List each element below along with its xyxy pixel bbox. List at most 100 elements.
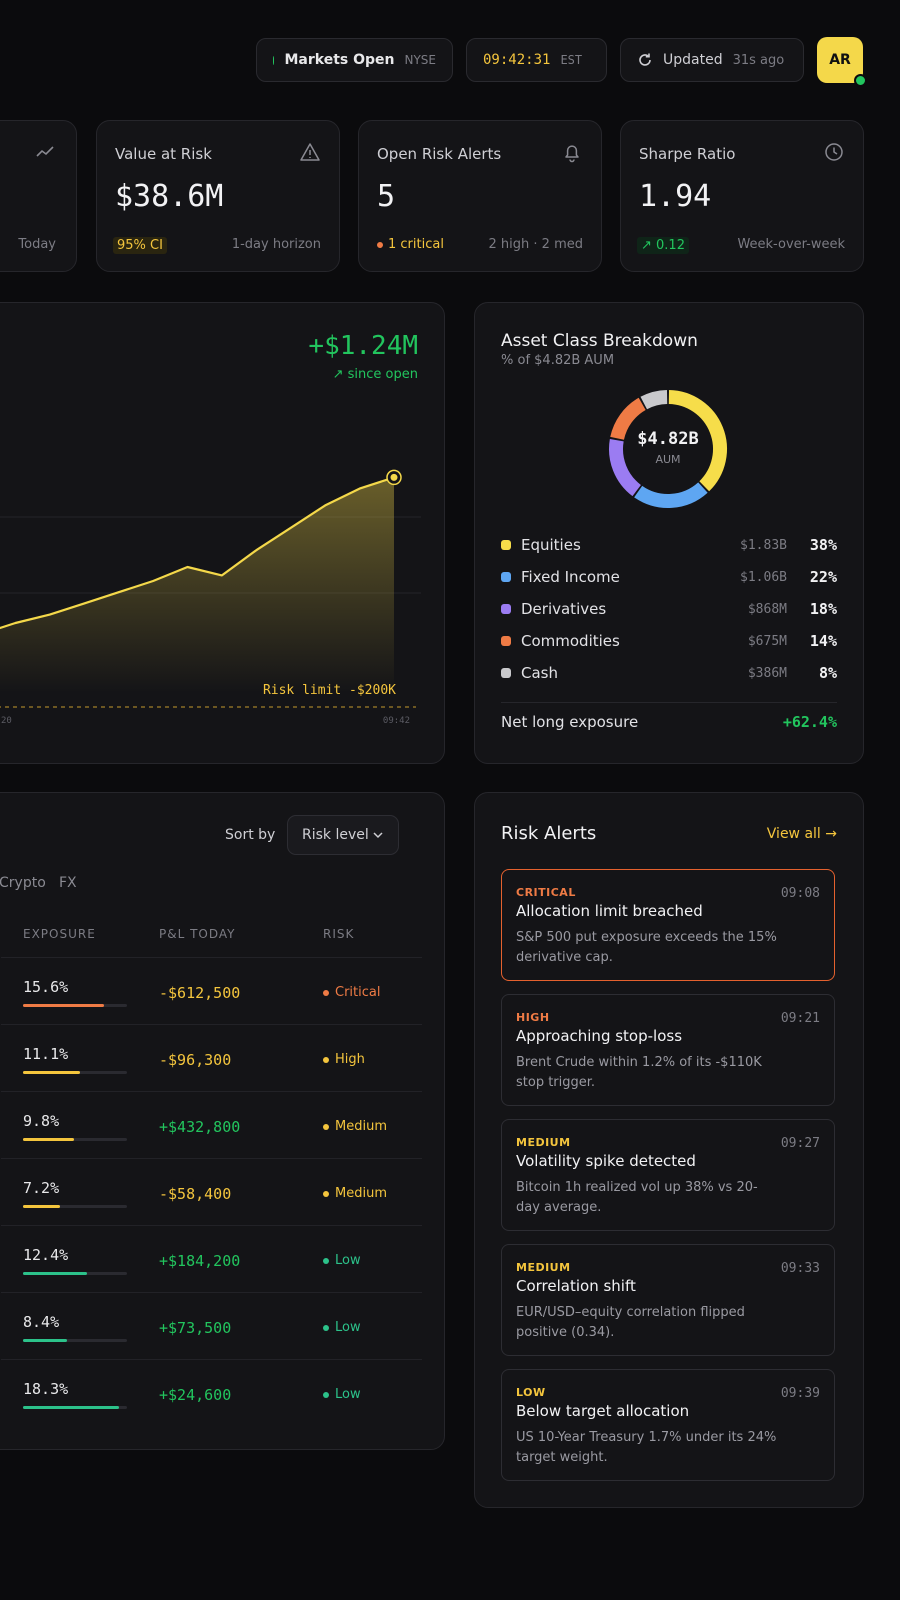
clock-pill: 09:42:31 EST <box>466 38 607 82</box>
legend-item: Cash $386M 8% <box>501 661 837 685</box>
kpi-card-partial: Today <box>0 120 77 272</box>
legend-item: Commodities $675M 14% <box>501 629 837 653</box>
refresh-button[interactable]: Updated 31s ago <box>620 38 804 82</box>
table-row[interactable]: 15.6% -$612,500 Critical <box>1 957 422 1024</box>
pnl-value: +$432,800 <box>159 1118 241 1136</box>
risk-badge: Low <box>323 1253 361 1268</box>
risk-dot <box>323 1391 329 1398</box>
exposure-bar <box>23 1138 127 1141</box>
kpi-card-sharpe-ratio: Sharpe Ratio 1.94 ↗ 0.12 Week-over-week <box>620 120 864 272</box>
legend-swatch <box>501 636 511 646</box>
exposure-bar-fill <box>23 1071 81 1074</box>
exposure-bar <box>23 1406 127 1409</box>
alert-title: Volatility spike detected <box>516 1152 696 1170</box>
alert-card[interactable]: CRITICAL 09:08 Allocation limit breached S&… <box>501 869 835 981</box>
asset-breakdown-subtitle: % of $4.82B AUM <box>501 353 615 368</box>
online-indicator <box>854 74 867 87</box>
kpi-value: 5 <box>377 179 396 214</box>
avatar[interactable]: AR <box>817 37 867 87</box>
risk-badge: High <box>323 1052 365 1067</box>
table-row[interactable]: 11.1% -$96,300 High <box>1 1024 422 1091</box>
kpi-confidence: 95% CI <box>113 237 167 254</box>
legend-amount: $386M <box>747 665 787 681</box>
pnl-area-chart <box>0 469 421 708</box>
exposure-bar-fill <box>23 1205 61 1208</box>
alert-severity: MEDIUM <box>516 1136 571 1149</box>
sort-select-value: Risk level <box>302 827 369 843</box>
risk-dot <box>323 1190 329 1197</box>
alert-card[interactable]: MEDIUM 09:33 Correlation shift EUR/USD–equi… <box>501 1244 835 1356</box>
critical-dot <box>377 241 383 248</box>
view-all-link[interactable]: View all → <box>766 826 837 842</box>
net-exposure-label: Net long exposure <box>501 713 639 731</box>
pnl-since-open: ↗ since open <box>332 367 418 382</box>
x-axis-start-label: 20 <box>1 716 12 726</box>
pnl-line <box>0 476 395 630</box>
table-row[interactable]: 7.2% -$58,400 Medium <box>1 1158 422 1225</box>
column-header-exposure[interactable]: EXPOSURE <box>23 927 96 941</box>
legend-swatch <box>501 604 511 614</box>
asset-donut-chart <box>609 390 727 508</box>
risk-badge: Critical <box>323 985 380 1000</box>
risk-label: Medium <box>335 1186 387 1201</box>
alert-card[interactable]: HIGH 09:21 Approaching stop-loss Brent Crud… <box>501 994 835 1106</box>
kpi-title: Open Risk Alerts <box>377 145 502 163</box>
net-exposure-row: Net long exposure +62.4% <box>501 713 837 731</box>
filter-tab-crypto[interactable]: Crypto <box>0 875 46 891</box>
clock-time: 09:42:31 <box>483 52 551 68</box>
sort-select[interactable]: Risk level <box>287 815 399 855</box>
pnl-value: -$96,300 <box>159 1051 232 1069</box>
legend-name: Cash <box>521 664 558 682</box>
kpi-value: $38.6M <box>115 179 224 214</box>
legend-item: Equities $1.83B 38% <box>501 533 837 557</box>
kpi-critical-count: 1 critical <box>377 237 444 252</box>
legend-percent: 18% <box>809 600 837 618</box>
legend-percent: 8% <box>818 664 837 682</box>
risk-alerts-title: Risk Alerts <box>501 823 597 844</box>
pnl-chart-card: +$1.24M ↗ since open Risk limit -$200K 2… <box>0 302 445 764</box>
exposure-value: 7.2% <box>23 1179 60 1197</box>
donut-slice <box>668 390 727 492</box>
warning-icon <box>300 143 320 161</box>
alert-description: EUR/USD–equity correlation flipped posit… <box>516 1305 745 1340</box>
alert-card[interactable]: MEDIUM 09:27 Volatility spike detected Bitc… <box>501 1119 835 1231</box>
legend-name: Commodities <box>521 632 620 650</box>
exposure-value: 12.4% <box>23 1246 69 1264</box>
column-header-pnl[interactable]: P&L TODAY <box>159 927 236 941</box>
table-row[interactable]: 18.3% +$24,600 Low <box>1 1359 422 1426</box>
kpi-change: ↗ 0.12 <box>637 237 689 254</box>
kpi-partial-sub: Today <box>18 237 56 252</box>
column-header-risk[interactable]: RISK <box>323 927 355 941</box>
exposure-bar-fill <box>23 1004 105 1007</box>
table-row[interactable]: 9.8% +$432,800 Medium <box>1 1091 422 1158</box>
legend-name: Derivatives <box>521 600 607 618</box>
exposure-bar <box>23 1339 127 1342</box>
table-row[interactable]: 8.4% +$73,500 Low <box>1 1292 422 1359</box>
updated-label: Updated <box>663 52 723 68</box>
status-dot <box>273 55 275 65</box>
pnl-end-marker <box>390 473 398 481</box>
risk-badge: Low <box>323 1387 361 1402</box>
exposure-bar-fill <box>23 1406 119 1409</box>
kpi-title: Value at Risk <box>115 145 212 163</box>
table-row[interactable]: 12.4% +$184,200 Low <box>1 1225 422 1292</box>
filter-tab-fx[interactable]: FX <box>59 875 77 891</box>
alert-card[interactable]: LOW 09:39 Below target allocation US 10-Yea… <box>501 1369 835 1481</box>
legend-divider <box>501 702 837 703</box>
alert-description: US 10-Year Treasury 1.7% under its 24% t… <box>516 1430 777 1465</box>
exposure-value: 15.6% <box>23 978 69 996</box>
bell-icon <box>565 145 579 163</box>
alert-description: Bitcoin 1h realized vol up 38% vs 20-day… <box>516 1180 758 1215</box>
risk-label: Medium <box>335 1119 387 1134</box>
donut-slice <box>609 438 642 497</box>
risk-limit-label: Risk limit -$200K <box>262 683 396 698</box>
legend-swatch <box>501 572 511 582</box>
donut-slice <box>634 482 708 508</box>
pnl-value: +$24,600 <box>159 1386 232 1404</box>
alert-title: Approaching stop-loss <box>516 1027 683 1045</box>
risk-label: Low <box>335 1320 361 1335</box>
chevron-down-icon <box>373 832 383 839</box>
kpi-horizon: 1-day horizon <box>231 237 321 252</box>
sort-by-label: Sort by <box>225 827 276 843</box>
avatar-initials: AR <box>829 52 851 68</box>
